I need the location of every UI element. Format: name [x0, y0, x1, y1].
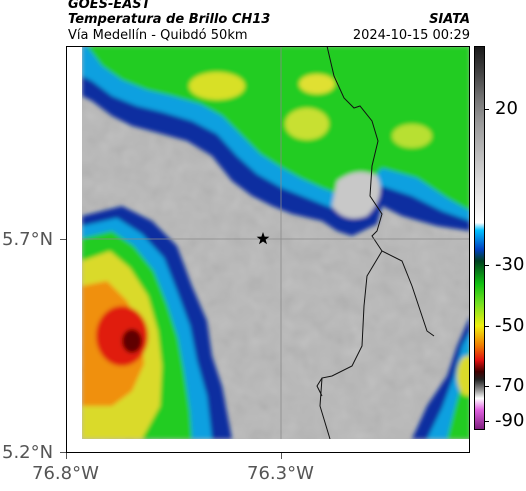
star-icon — [256, 232, 270, 245]
colorbar-label: 20 — [495, 98, 518, 119]
x-tick — [66, 453, 67, 459]
colorbar-tick — [485, 109, 489, 110]
colorbar-label: -70 — [495, 375, 525, 396]
colorbar-label: -30 — [495, 254, 525, 275]
y-tick — [60, 239, 66, 240]
y-tick — [60, 452, 66, 453]
colorbar-tick — [485, 386, 489, 387]
x-tick — [281, 453, 282, 459]
satellite-title: GOES-EAST — [68, 0, 151, 12]
product-title: Temperatura de Brillo CH13 — [68, 12, 271, 27]
lat-label: 5.2°N — [2, 442, 54, 463]
colorbar-tick — [485, 326, 489, 327]
satellite-map — [82, 46, 470, 439]
timestamp-label: 2024-10-15 00:29 — [352, 28, 470, 43]
colorbar-label: -50 — [495, 315, 525, 336]
lat-label: 5.7°N — [2, 229, 54, 250]
colorbar-tick — [485, 265, 489, 266]
colorbar-tick — [485, 421, 489, 422]
lon-label: 76.8°W — [32, 463, 99, 484]
colorbar-label: -90 — [495, 410, 525, 431]
colorbar — [474, 46, 485, 430]
border-lines — [319, 46, 435, 439]
agency-label: SIATA — [429, 12, 470, 27]
lon-label: 76.3°W — [247, 463, 314, 484]
route-subtitle: Vía Medellín - Quibdó 50km — [68, 28, 248, 43]
